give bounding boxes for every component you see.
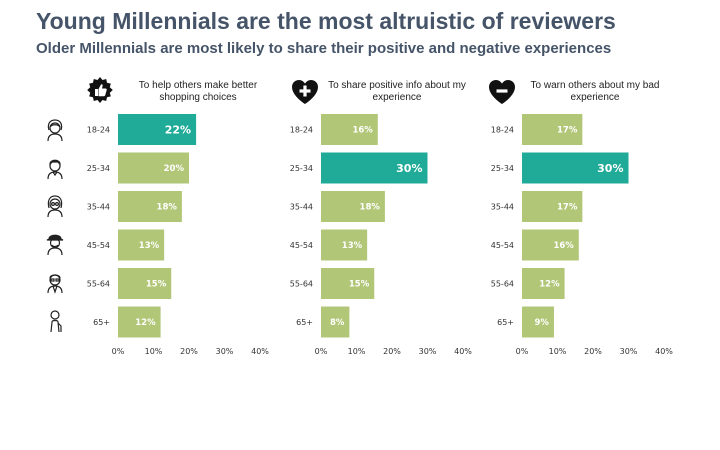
- heart-minus-icon: [487, 78, 517, 106]
- value-label: 18%: [157, 203, 178, 213]
- bar-p2-1: [321, 152, 428, 184]
- value-label: 13%: [342, 241, 363, 251]
- value-label: 20%: [164, 164, 185, 174]
- man-cap-icon: [44, 232, 66, 261]
- bar-p3-0: [522, 114, 583, 145]
- value-label: 17%: [557, 126, 578, 136]
- value-label: 12%: [135, 318, 156, 328]
- bar-p3-1: [522, 152, 629, 184]
- bar-p3-2: [522, 191, 583, 222]
- x-tick-label: 20%: [584, 347, 602, 356]
- category-label: 65+: [497, 318, 514, 327]
- category-label: 18-24: [491, 126, 514, 135]
- bar-p2-4: [321, 268, 375, 299]
- category-label: 25-34: [290, 164, 313, 173]
- value-label: 30%: [597, 162, 623, 175]
- value-label: 12%: [539, 280, 560, 290]
- value-label: 17%: [557, 203, 578, 213]
- value-label: 15%: [146, 280, 167, 290]
- x-tick-label: 20%: [383, 347, 401, 356]
- bar-p1-3: [118, 229, 165, 261]
- category-label: 35-44: [290, 203, 313, 212]
- value-label: 13%: [139, 241, 160, 251]
- bar-p2-2: [321, 191, 385, 222]
- bar-p1-5: [118, 306, 161, 338]
- bar-p2-0: [321, 114, 378, 145]
- chart-subtitle: Older Millennials are most likely to sha…: [36, 40, 612, 57]
- bar-p2-5: [321, 306, 350, 338]
- value-label: 15%: [349, 280, 370, 290]
- bar-p1-0: [118, 114, 197, 145]
- panel-title-3: To warn others about my bad experience: [530, 80, 660, 103]
- x-tick-label: 40%: [454, 347, 472, 356]
- category-label: 55-64: [87, 280, 110, 289]
- category-label: 65+: [296, 318, 313, 327]
- category-label: 25-34: [87, 164, 110, 173]
- x-tick-label: 30%: [419, 347, 437, 356]
- bar-p3-3: [522, 229, 579, 261]
- category-label: 65+: [93, 318, 110, 327]
- bar-p3-4: [522, 268, 565, 299]
- bar-p2-3: [321, 229, 368, 261]
- bar-p3-5: [522, 306, 554, 338]
- category-label: 18-24: [87, 126, 110, 135]
- heart-plus-icon: [290, 78, 320, 106]
- x-tick-label: 10%: [348, 347, 366, 356]
- value-label: 30%: [396, 162, 422, 175]
- value-label: 8%: [330, 318, 345, 328]
- category-label: 45-54: [290, 241, 313, 250]
- young-man-icon: [44, 156, 66, 185]
- value-label: 16%: [352, 126, 373, 136]
- bar-p1-2: [118, 191, 182, 222]
- category-label: 18-24: [290, 126, 313, 135]
- older-man-glasses-icon: [44, 270, 66, 299]
- category-label: 35-44: [87, 203, 110, 212]
- x-tick-label: 30%: [620, 347, 638, 356]
- value-label: 9%: [535, 318, 550, 328]
- value-label: 18%: [360, 203, 381, 213]
- bar-p1-1: [118, 152, 189, 184]
- category-label: 35-44: [491, 203, 514, 212]
- bar-p1-4: [118, 268, 172, 299]
- panel-title-1: To help others make better shopping choi…: [138, 80, 258, 103]
- category-label: 25-34: [491, 164, 514, 173]
- x-tick-label: 0%: [112, 347, 125, 356]
- category-label: 45-54: [491, 241, 514, 250]
- x-tick-label: 0%: [516, 347, 529, 356]
- woman-glasses-icon: [44, 194, 66, 223]
- value-label: 16%: [553, 241, 574, 251]
- x-tick-label: 10%: [549, 347, 567, 356]
- elderly-person-icon: [44, 309, 66, 338]
- thumbs-up-badge-icon: [86, 76, 114, 104]
- x-tick-label: 10%: [145, 347, 163, 356]
- chart-title: Young Millennials are the most altruisti…: [36, 8, 616, 34]
- category-label: 45-54: [87, 241, 110, 250]
- category-label: 55-64: [290, 280, 313, 289]
- young-woman-icon: [44, 118, 66, 147]
- x-tick-label: 30%: [216, 347, 234, 356]
- category-label: 55-64: [491, 280, 514, 289]
- panel-title-2: To share positive info about my experien…: [328, 80, 466, 103]
- x-tick-label: 20%: [180, 347, 198, 356]
- value-label: 22%: [165, 124, 191, 137]
- x-tick-label: 40%: [655, 347, 673, 356]
- x-tick-label: 40%: [251, 347, 269, 356]
- x-tick-label: 0%: [315, 347, 328, 356]
